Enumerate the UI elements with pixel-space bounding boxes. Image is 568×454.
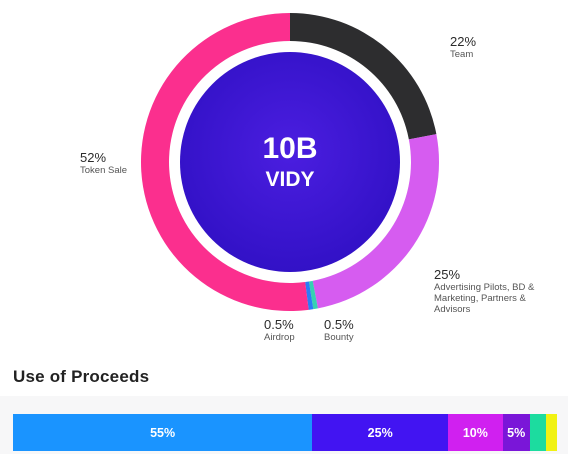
slice-desc: Bounty [324, 332, 354, 343]
proceeds-segment-label: 10% [462, 425, 488, 440]
donut-center-disc [180, 52, 400, 272]
slice-desc: Token Sale [80, 165, 128, 176]
proceeds-title: Use of Proceeds [13, 367, 150, 386]
slice-label-advertising: 25% Advertising Pilots, BD & Marketing, … [434, 267, 552, 315]
token-allocation-donut-chart: 10B VIDY [141, 13, 440, 311]
donut-slice-2 [308, 280, 318, 310]
slice-label-team: 22% Team [450, 34, 476, 60]
slice-pct: 52% [80, 150, 107, 165]
donut-ring [141, 13, 440, 311]
slice-pct: 22% [450, 34, 477, 49]
center-value: 10B [262, 132, 317, 165]
slice-pct: 25% [434, 267, 461, 282]
proceeds-segment-label: 5% [507, 425, 526, 440]
proceeds-stacked-bar: 55% 25% 10% 5% [13, 414, 557, 451]
slice-label-airdrop: 0.5% Airdrop [264, 317, 295, 343]
donut-slice-3 [305, 281, 314, 310]
donut-slice-0 [290, 13, 437, 140]
slice-pct: 0.5% [264, 317, 294, 332]
slice-desc: Team [450, 49, 474, 60]
proceeds-segment-label: 55% [150, 425, 176, 440]
donut-slice-4 [141, 13, 309, 311]
proceeds-segment-1: 25% [312, 414, 449, 451]
slice-desc: Advertising Pilots, BD & Marketing, Part… [434, 282, 535, 315]
center-label: VIDY [265, 168, 314, 191]
proceeds-segment-0: 55% [13, 414, 313, 451]
donut-slice-1 [312, 134, 440, 309]
slice-label-token-sale: 52% Token Sale [80, 150, 127, 176]
slice-label-bounty: 0.5% Bounty [324, 317, 354, 343]
proceeds-segment-label: 25% [367, 425, 393, 440]
proceeds-segment-4 [529, 414, 547, 451]
slice-pct: 0.5% [324, 317, 354, 332]
slice-desc: Airdrop [264, 332, 295, 343]
proceeds-segment-2: 10% [448, 414, 503, 451]
proceeds-segment-5 [546, 414, 557, 451]
proceeds-segment-3: 5% [502, 414, 530, 451]
